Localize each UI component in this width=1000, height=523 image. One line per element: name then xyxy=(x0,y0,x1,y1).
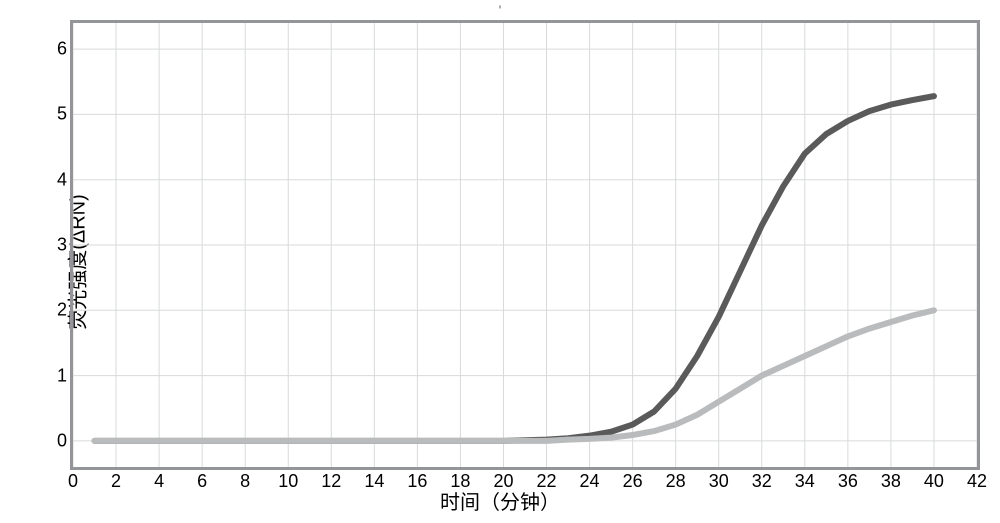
x-tick-label: 12 xyxy=(321,471,341,492)
x-tick-label: 0 xyxy=(68,471,78,492)
chart-container: ' 荧光强度(ΔRN) 0123456024681012141618202224… xyxy=(0,0,1000,523)
x-tick-label: 6 xyxy=(197,471,207,492)
x-tick-label: 42 xyxy=(967,471,987,492)
y-tick-label: 4 xyxy=(57,169,67,190)
x-tick-label: 30 xyxy=(709,471,729,492)
y-tick-label: 3 xyxy=(57,235,67,256)
x-tick-label: 16 xyxy=(407,471,427,492)
y-tick-label: 0 xyxy=(57,430,67,451)
x-tick-label: 2 xyxy=(111,471,121,492)
y-tick-label: 1 xyxy=(57,365,67,386)
x-tick-label: 36 xyxy=(838,471,858,492)
plot-svg xyxy=(73,23,977,467)
x-tick-label: 34 xyxy=(795,471,815,492)
top-mark: ' xyxy=(499,2,502,18)
x-tick-label: 38 xyxy=(881,471,901,492)
y-tick-label: 2 xyxy=(57,300,67,321)
x-tick-label: 14 xyxy=(364,471,384,492)
x-axis-label: 时间（分钟） xyxy=(440,486,560,515)
x-tick-label: 28 xyxy=(666,471,686,492)
y-tick-label: 6 xyxy=(57,39,67,60)
x-tick-label: 10 xyxy=(278,471,298,492)
x-tick-label: 26 xyxy=(623,471,643,492)
x-tick-label: 8 xyxy=(240,471,250,492)
x-tick-label: 32 xyxy=(752,471,772,492)
upper-curve xyxy=(95,96,934,441)
x-tick-label: 4 xyxy=(154,471,164,492)
plot-frame: 0123456024681012141618202224262830323436… xyxy=(70,20,980,470)
x-tick-label: 40 xyxy=(924,471,944,492)
y-tick-label: 5 xyxy=(57,104,67,125)
x-tick-label: 24 xyxy=(580,471,600,492)
